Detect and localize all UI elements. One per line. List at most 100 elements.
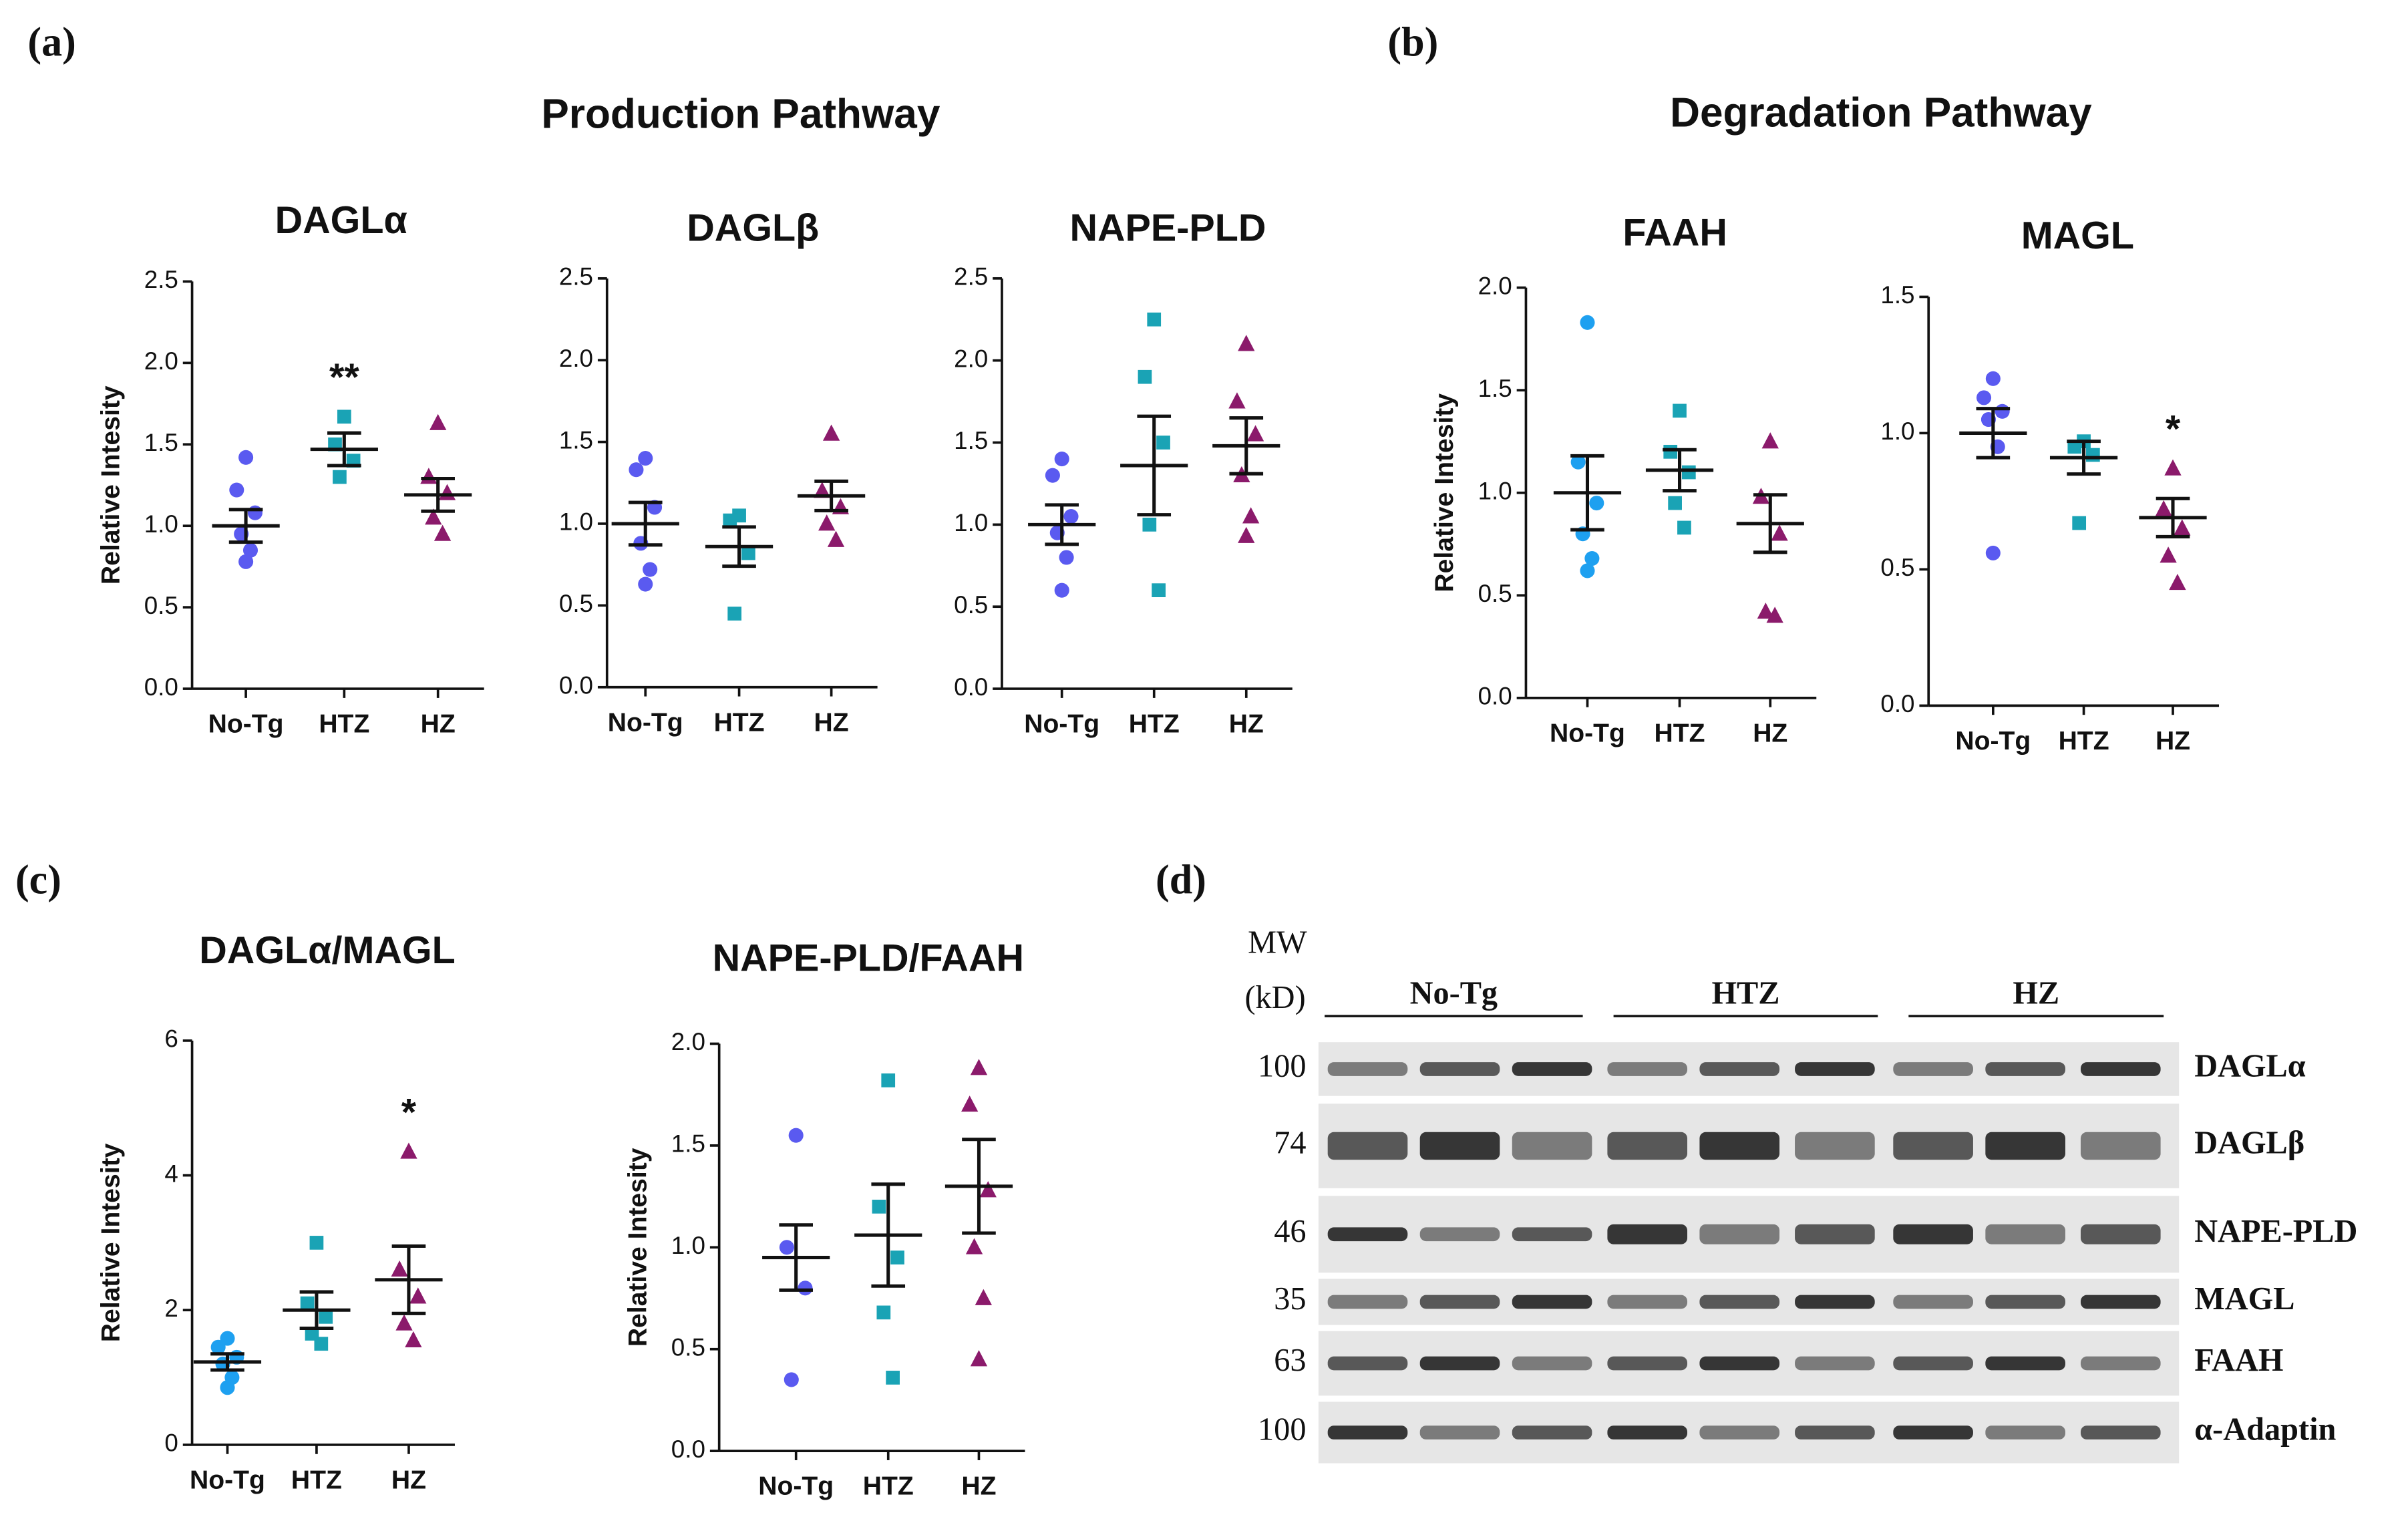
y-tick-label: 0.5 xyxy=(954,591,988,619)
y-tick-label: 0.5 xyxy=(144,592,178,619)
blot-band xyxy=(1512,1295,1592,1309)
data-point xyxy=(1761,432,1779,449)
chart-title: DAGLβ xyxy=(687,207,819,250)
data-point xyxy=(247,505,263,520)
y-tick-label: 6 xyxy=(164,1025,178,1053)
data-point xyxy=(1147,312,1162,327)
data-point xyxy=(1570,454,1586,470)
data-point xyxy=(1681,465,1696,480)
data-point xyxy=(2155,500,2172,516)
blot-band xyxy=(2080,1062,2161,1076)
error-bar xyxy=(722,525,756,568)
data-point xyxy=(1589,496,1604,511)
data-point xyxy=(822,424,840,441)
blot-band xyxy=(1795,1356,1875,1371)
chart-title: DAGLα/MAGL xyxy=(199,929,455,972)
x-tick-label: HZ xyxy=(814,708,849,737)
data-point xyxy=(1063,509,1079,524)
data-point xyxy=(405,1331,422,1348)
data-point xyxy=(741,546,755,560)
blot-band xyxy=(1419,1132,1500,1160)
y-tick-label: 0.0 xyxy=(1478,683,1512,710)
blot-band xyxy=(1893,1356,1973,1371)
error-bar xyxy=(871,1182,906,1288)
x-tick-label: HTZ xyxy=(291,1466,342,1494)
data-point xyxy=(1766,607,1783,623)
blot-band xyxy=(1699,1224,1780,1244)
data-point xyxy=(1138,369,1152,384)
significance: * xyxy=(401,1091,417,1134)
y-tick-label: 4 xyxy=(164,1160,178,1187)
data-point xyxy=(1677,520,1691,535)
data-point xyxy=(2086,448,2100,462)
blot-band xyxy=(1893,1295,1973,1309)
x-tick-label: HZ xyxy=(421,710,456,739)
y-tick-label: 2.0 xyxy=(1478,272,1512,299)
protein-label: DAGLβ xyxy=(2194,1126,2304,1161)
blot-band xyxy=(1607,1295,1688,1309)
data-point xyxy=(629,462,644,478)
data-point xyxy=(337,409,351,424)
data-point xyxy=(1584,550,1600,566)
data-point xyxy=(881,1073,896,1087)
error-bar xyxy=(2156,496,2190,538)
blot-band xyxy=(1512,1356,1592,1371)
data-point xyxy=(1985,545,2001,560)
data-point xyxy=(1580,315,1595,330)
error-bar xyxy=(210,1352,244,1372)
data-point xyxy=(425,508,442,525)
data-point xyxy=(876,1305,891,1320)
y-tick-label: 0.0 xyxy=(954,673,988,701)
data-point xyxy=(1246,425,1264,442)
y-tick-label: 2.0 xyxy=(954,345,988,372)
mw-unit: (kD) xyxy=(1244,980,1305,1015)
y-tick-label: 0.5 xyxy=(1478,580,1512,607)
data-point xyxy=(798,1281,813,1296)
data-point xyxy=(872,1200,886,1214)
error-bar xyxy=(228,508,263,544)
blot-band xyxy=(1419,1295,1500,1309)
y-tick-label: 2.5 xyxy=(954,263,988,291)
data-point xyxy=(1059,550,1074,565)
x-tick-label: HZ xyxy=(961,1472,996,1501)
data-point xyxy=(723,513,737,528)
blot-band xyxy=(1985,1356,2065,1371)
mw-value: 35 xyxy=(1274,1281,1306,1317)
data-point xyxy=(1142,518,1157,532)
error-bar xyxy=(779,1223,814,1292)
mw-value: 46 xyxy=(1274,1214,1306,1249)
section-title: Degradation Pathway xyxy=(1670,90,2092,136)
data-point xyxy=(1054,452,1069,467)
y-tick-label: 0.0 xyxy=(671,1435,705,1463)
data-point xyxy=(784,1372,799,1387)
data-point xyxy=(1985,371,2001,386)
group-label: HTZ xyxy=(1711,975,1779,1011)
blot-band xyxy=(1607,1425,1688,1439)
data-point xyxy=(961,1095,979,1112)
protein-label: α-Adaptin xyxy=(2194,1412,2336,1448)
protein-label: FAAH xyxy=(2194,1343,2283,1378)
data-point xyxy=(1580,563,1595,578)
x-tick-label: No-Tg xyxy=(1024,710,1099,739)
error-bar xyxy=(814,479,848,512)
y-axis-label: Relative Intesity xyxy=(623,1148,652,1347)
data-point xyxy=(1995,403,2010,419)
data-point xyxy=(788,1128,804,1143)
blot-band xyxy=(2080,1356,2161,1371)
data-point xyxy=(1668,496,1682,510)
data-point xyxy=(400,1142,417,1159)
x-tick-label: HTZ xyxy=(2059,727,2109,755)
data-point xyxy=(2067,440,2082,454)
data-point xyxy=(2169,573,2186,590)
data-point xyxy=(814,482,831,498)
data-point xyxy=(2164,459,2182,476)
y-tick-label: 2.0 xyxy=(144,347,178,375)
y-tick-label: 0.0 xyxy=(1880,690,1914,717)
blot-band xyxy=(1607,1062,1688,1076)
data-point xyxy=(395,1314,413,1331)
blot-band xyxy=(1893,1132,1973,1160)
blot-band xyxy=(1512,1227,1592,1242)
blot-band xyxy=(1327,1227,1408,1242)
blot-band xyxy=(2080,1132,2161,1160)
